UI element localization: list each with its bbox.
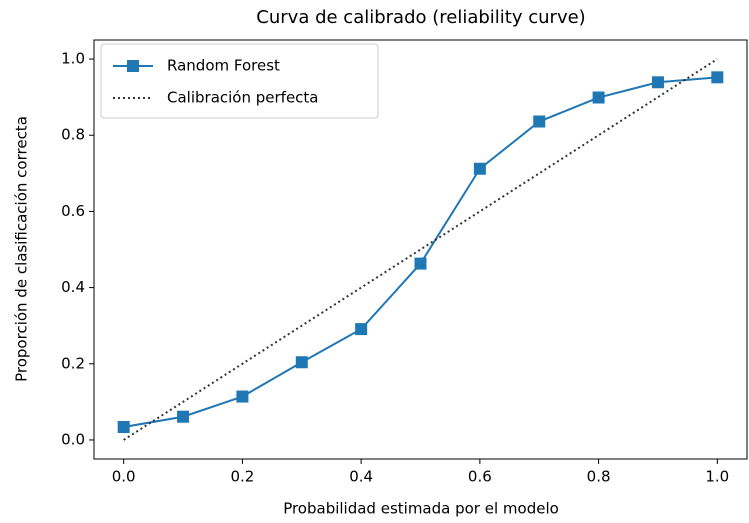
y-tick-label: 0.4 — [61, 278, 85, 296]
chart-title: Curva de calibrado (reliability curve) — [256, 7, 585, 28]
legend-marker — [127, 60, 139, 72]
data-marker — [177, 410, 190, 423]
data-line — [123, 76, 718, 428]
x-tick-label: 0.0 — [112, 468, 136, 486]
x-tick-label: 0.8 — [587, 468, 611, 486]
data-marker — [533, 115, 546, 128]
x-tick-label: 0.4 — [349, 468, 373, 486]
plot-frame — [93, 39, 748, 460]
x-tick-label: 0.2 — [230, 468, 254, 486]
y-tick-label: 0.6 — [61, 202, 85, 220]
y-tick-label: 0.8 — [61, 126, 85, 144]
legend-label: Calibración perfecta — [167, 89, 319, 107]
y-tick-label: 0.0 — [61, 430, 85, 448]
data-marker — [295, 356, 308, 369]
data-marker — [414, 257, 427, 270]
data-marker — [117, 421, 130, 434]
y-tick-label: 0.2 — [61, 354, 85, 372]
y-tick-label: 1.0 — [61, 50, 85, 68]
x-axis-label: Probabilidad estimada por el modelo — [283, 500, 559, 518]
data-marker — [711, 71, 724, 84]
data-marker — [473, 162, 486, 175]
legend-box — [100, 43, 379, 119]
data-marker — [355, 323, 368, 336]
data-marker — [592, 91, 605, 104]
x-tick-label: 1.0 — [705, 468, 729, 486]
y-axis-label: Proporción de clasificación correcta — [13, 116, 31, 382]
legend-label: Random Forest — [167, 57, 280, 75]
x-tick-label: 0.6 — [468, 468, 492, 486]
data-marker — [236, 390, 249, 403]
data-marker — [651, 76, 664, 89]
